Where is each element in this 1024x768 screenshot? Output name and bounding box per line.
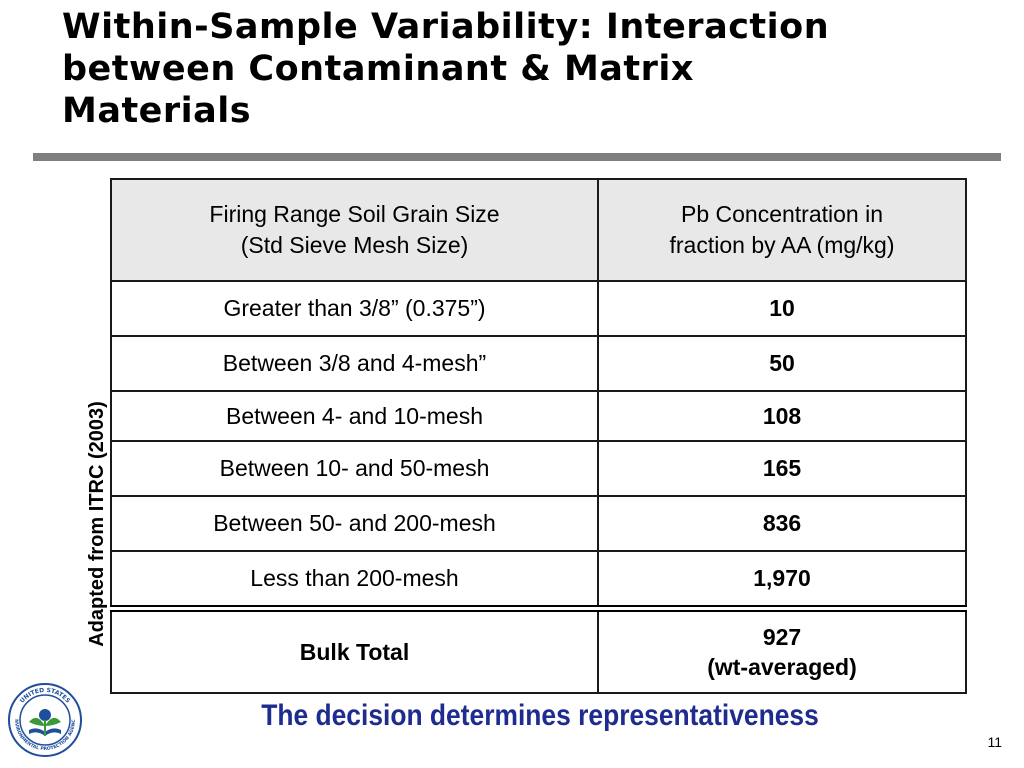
grain-size-cell: Between 3/8 and 4-mesh” <box>110 335 599 392</box>
bulk-total-value-line1: 927 <box>762 624 802 650</box>
page-number: 11 <box>987 734 1002 750</box>
bulk-total-label: Bulk Total <box>110 605 599 694</box>
table-row: Between 3/8 and 4-mesh” 50 <box>110 335 967 392</box>
pb-value-cell: 50 <box>597 335 967 392</box>
grain-size-cell: Between 50- and 200-mesh <box>110 495 599 552</box>
header-pb-concentration: Pb Concentration in fraction by AA (mg/k… <box>597 178 967 282</box>
bulk-total-value: 927 (wt-averaged) <box>597 605 967 694</box>
title-line-3: Materials <box>62 91 252 131</box>
pb-value-cell: 836 <box>597 495 967 552</box>
title-line-2: between Contaminant & Matrix <box>62 49 694 89</box>
grain-size-cell: Less than 200-mesh <box>110 550 599 610</box>
table-row: Greater than 3/8” (0.375”) 10 <box>110 280 967 337</box>
title-line-1: Within-Sample Variability: Interaction <box>62 7 830 47</box>
slide-title: Within-Sample Variability: Interaction b… <box>62 6 962 132</box>
bulk-total-row: Bulk Total 927 (wt-averaged) <box>110 605 967 694</box>
bulk-total-value-line2: (wt-averaged) <box>707 654 857 680</box>
pb-value-cell: 10 <box>597 280 967 337</box>
header-grain-size: Firing Range Soil Grain Size (Std Sieve … <box>110 178 599 282</box>
header-grain-size-line1: Firing Range Soil Grain Size <box>209 201 500 227</box>
header-pb-line2: fraction by AA (mg/kg) <box>669 232 895 258</box>
source-caption: Adapted from ITRC (2003) <box>86 401 108 647</box>
grain-size-cell: Greater than 3/8” (0.375”) <box>110 280 599 337</box>
table-header-row: Firing Range Soil Grain Size (Std Sieve … <box>110 178 967 282</box>
table-row: Between 4- and 10-mesh 108 <box>110 390 967 442</box>
table-row: Between 50- and 200-mesh 836 <box>110 495 967 552</box>
pb-value-cell: 165 <box>597 440 967 497</box>
grain-size-cell: Between 10- and 50-mesh <box>110 440 599 497</box>
pb-value-cell: 108 <box>597 390 967 442</box>
table-row: Between 10- and 50-mesh 165 <box>110 440 967 497</box>
table-row: Less than 200-mesh 1,970 <box>110 550 967 610</box>
key-message: The decision determines representativene… <box>261 699 819 732</box>
title-divider <box>33 153 1001 161</box>
pb-value-cell: 1,970 <box>597 550 967 610</box>
header-grain-size-line2: (Std Sieve Mesh Size) <box>240 232 469 258</box>
grain-size-table: Firing Range Soil Grain Size (Std Sieve … <box>110 178 967 694</box>
header-pb-line1: Pb Concentration in <box>680 201 883 227</box>
grain-size-cell: Between 4- and 10-mesh <box>110 390 599 442</box>
epa-seal-icon: UNITED STATES ENVIRONMENTAL PROTECTION A… <box>7 682 82 757</box>
